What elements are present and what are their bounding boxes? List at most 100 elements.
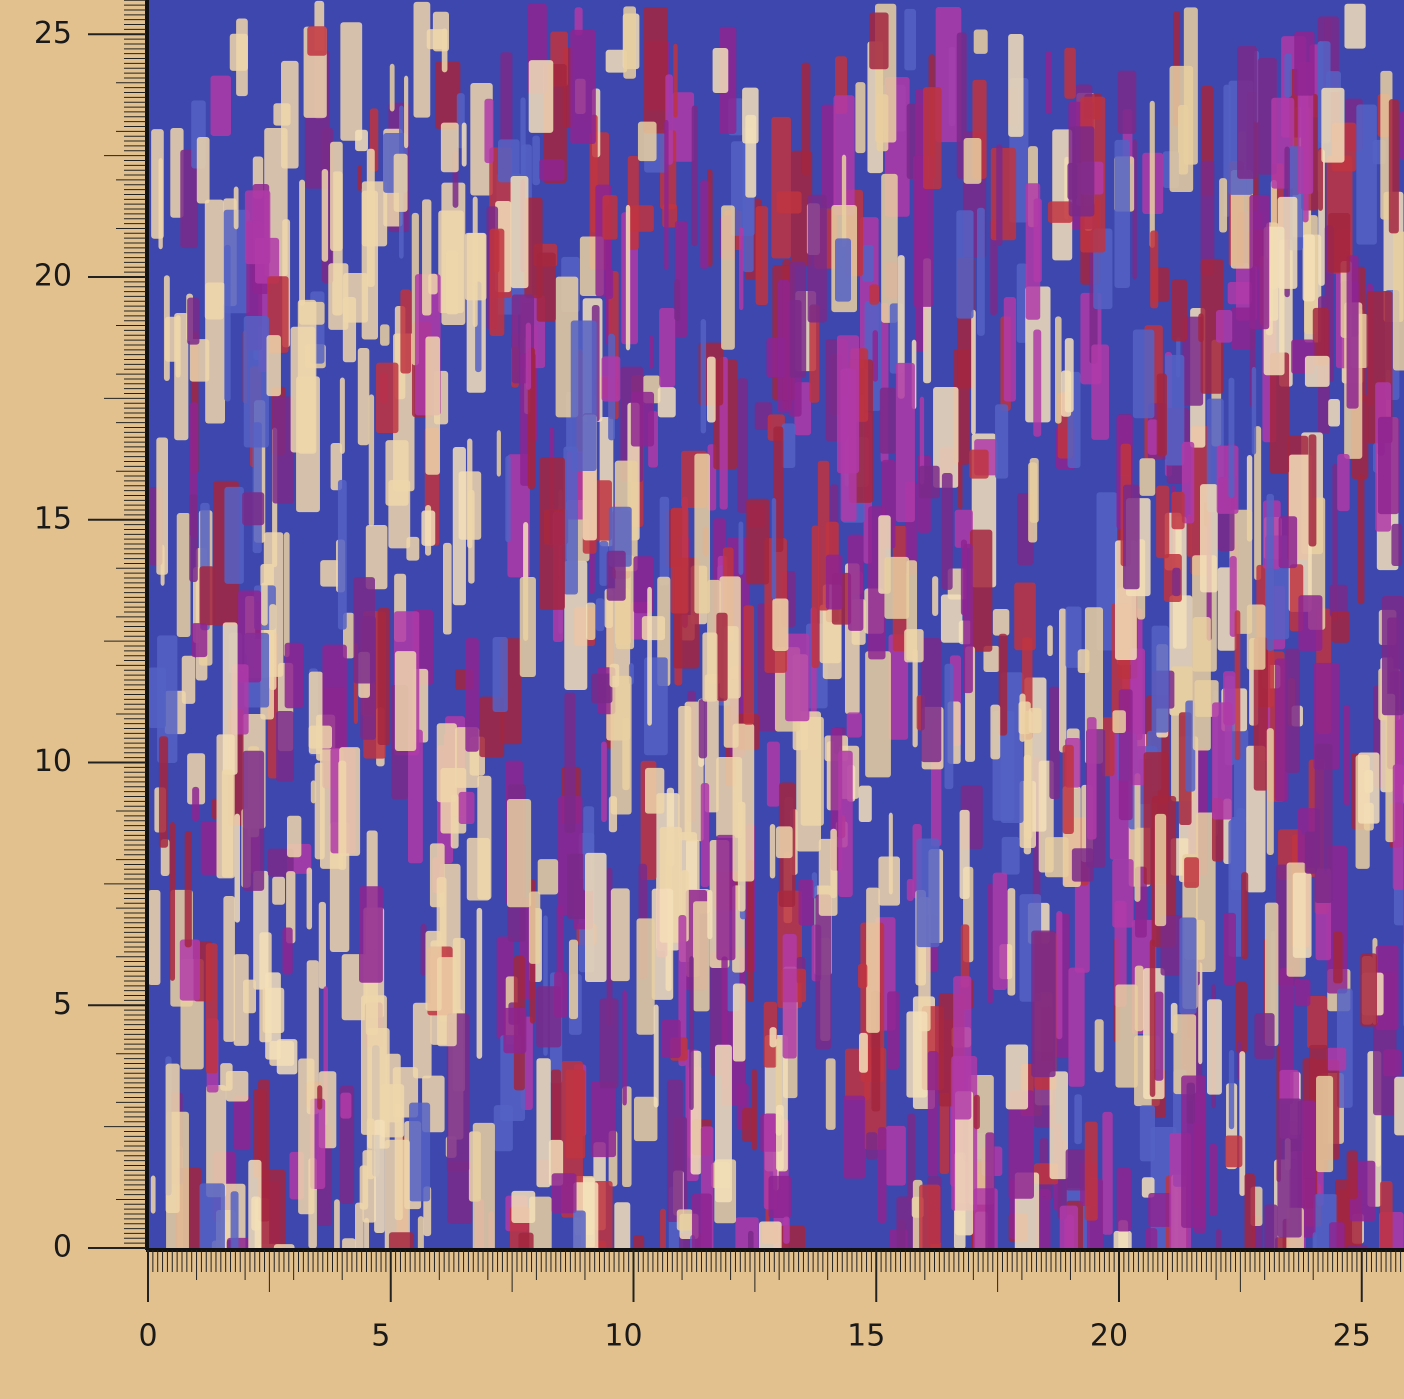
fabric-streak xyxy=(1356,104,1377,245)
fabric-streak xyxy=(328,263,349,330)
fabric-streak xyxy=(528,891,541,964)
fabric-streak xyxy=(712,48,729,94)
fabric-streak xyxy=(374,1119,385,1234)
fabric-streak xyxy=(1154,813,1167,927)
fabric-streak xyxy=(282,927,293,975)
fabric-streak xyxy=(633,1096,658,1142)
fabric-streak xyxy=(919,1184,941,1248)
fabric-streak xyxy=(785,633,810,722)
fabric-streak xyxy=(1266,493,1275,651)
fabric-streak xyxy=(971,309,976,435)
fabric-streak xyxy=(242,492,265,526)
fabric-streak xyxy=(308,725,332,749)
fabric-streak xyxy=(272,876,286,905)
fabric-streak xyxy=(237,590,262,683)
fabric-streak xyxy=(286,815,302,858)
fabric-streak xyxy=(359,1165,369,1210)
fabric-streak xyxy=(956,210,974,319)
fabric-streak xyxy=(407,729,423,864)
fabric-streak xyxy=(1186,1082,1195,1124)
fabric-streak xyxy=(1102,1111,1113,1235)
fabric-streak xyxy=(150,1175,156,1214)
fabric-streak xyxy=(574,7,583,36)
fabric-streak xyxy=(973,29,988,54)
fabric-streak xyxy=(307,26,327,56)
fabric-streak xyxy=(200,821,220,875)
fabric-streak xyxy=(1326,71,1341,92)
fabric-streak xyxy=(1304,355,1330,387)
fabric-streak xyxy=(953,976,972,1120)
fabric-streak xyxy=(484,98,494,164)
fabric-streak xyxy=(815,894,832,1050)
fabric-streak xyxy=(1173,1014,1197,1095)
fabric-streak xyxy=(1023,754,1032,855)
fabric-streak xyxy=(1318,147,1323,211)
fabric-streak xyxy=(807,194,827,323)
fabric-streak xyxy=(958,460,963,510)
fabric-streak xyxy=(702,632,718,702)
fabric-streak xyxy=(176,513,191,638)
fabric-streak xyxy=(990,147,1017,241)
fabric-streak xyxy=(1209,1143,1218,1216)
fabric-streak xyxy=(242,979,257,1014)
fabric-streak xyxy=(1117,70,1137,134)
fabric-streak xyxy=(1005,1044,1029,1110)
fabric-streak xyxy=(737,378,748,513)
fabric-streak xyxy=(1254,426,1262,581)
fabric-streak xyxy=(236,18,248,97)
fabric-streak xyxy=(865,651,891,778)
fabric-streak xyxy=(940,594,963,643)
fabric-streak xyxy=(969,449,989,479)
fabric-streak xyxy=(165,1063,180,1214)
fabric-streak xyxy=(996,144,1003,247)
fabric-streak xyxy=(1086,717,1097,840)
fabric-streak xyxy=(990,218,998,316)
fabric-streak xyxy=(782,934,797,1059)
fabric-streak xyxy=(1008,34,1024,137)
fabric-streak xyxy=(1380,1180,1393,1248)
fabric-streak xyxy=(970,529,993,652)
fabric-streak xyxy=(1344,3,1366,49)
fabric-streak xyxy=(1184,857,1199,888)
fabric-streak xyxy=(1381,596,1404,716)
fabric-streak xyxy=(436,723,457,803)
fabric-streak xyxy=(1112,710,1126,734)
fabric-streak xyxy=(714,1044,732,1203)
fabric-streak xyxy=(591,673,613,704)
fabric-streak xyxy=(673,43,678,118)
fabric-streak xyxy=(1062,744,1074,835)
fabric-streak xyxy=(276,1039,298,1075)
fabric-streak xyxy=(422,199,432,316)
fabric-streak xyxy=(672,92,695,162)
fabric-streak xyxy=(1264,1204,1278,1248)
fabric-streak xyxy=(1049,686,1060,799)
fabric-streak xyxy=(1132,329,1155,419)
fabric-streak xyxy=(742,1107,757,1142)
fabric-streak xyxy=(199,1183,225,1248)
fabric-streak xyxy=(224,244,231,402)
fabric-streak xyxy=(1186,514,1192,557)
fabric-streak xyxy=(595,598,605,632)
fabric-streak xyxy=(255,237,280,284)
fabric-streak xyxy=(1001,836,1020,875)
x-ruler-label: 5 xyxy=(371,1319,390,1354)
fabric-streak xyxy=(1277,196,1298,289)
fabric-streak xyxy=(565,1069,586,1159)
fabric-streak xyxy=(732,983,746,1062)
fabric-streak xyxy=(536,252,556,322)
fabric-streak xyxy=(694,453,711,614)
fabric-streak xyxy=(904,629,924,663)
fabric-streak xyxy=(1278,516,1298,569)
fabric-streak xyxy=(1331,610,1350,643)
fabric-streak xyxy=(912,648,918,748)
fabric-streak xyxy=(737,801,746,912)
fabric-streak xyxy=(357,347,370,446)
fabric-streak xyxy=(196,136,210,204)
fabric-streak xyxy=(1151,625,1169,733)
fabric-streak xyxy=(877,1127,887,1223)
fabric-streak xyxy=(199,566,215,626)
fabric-streak xyxy=(771,116,791,259)
fabric-streak xyxy=(1274,658,1289,802)
y-ruler-label: 15 xyxy=(34,501,72,536)
fabric-streak xyxy=(385,440,409,506)
